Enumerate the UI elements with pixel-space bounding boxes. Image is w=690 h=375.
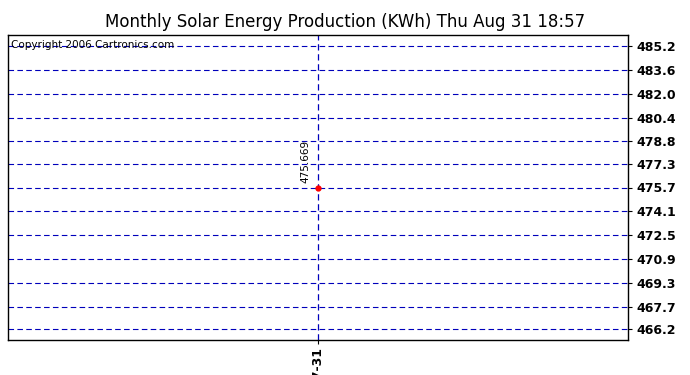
Text: Monthly Solar Energy Production (KWh) Thu Aug 31 18:57: Monthly Solar Energy Production (KWh) Th… (105, 13, 585, 31)
Text: Copyright 2006 Cartronics.com: Copyright 2006 Cartronics.com (11, 40, 175, 50)
Text: 475.669: 475.669 (301, 140, 310, 183)
